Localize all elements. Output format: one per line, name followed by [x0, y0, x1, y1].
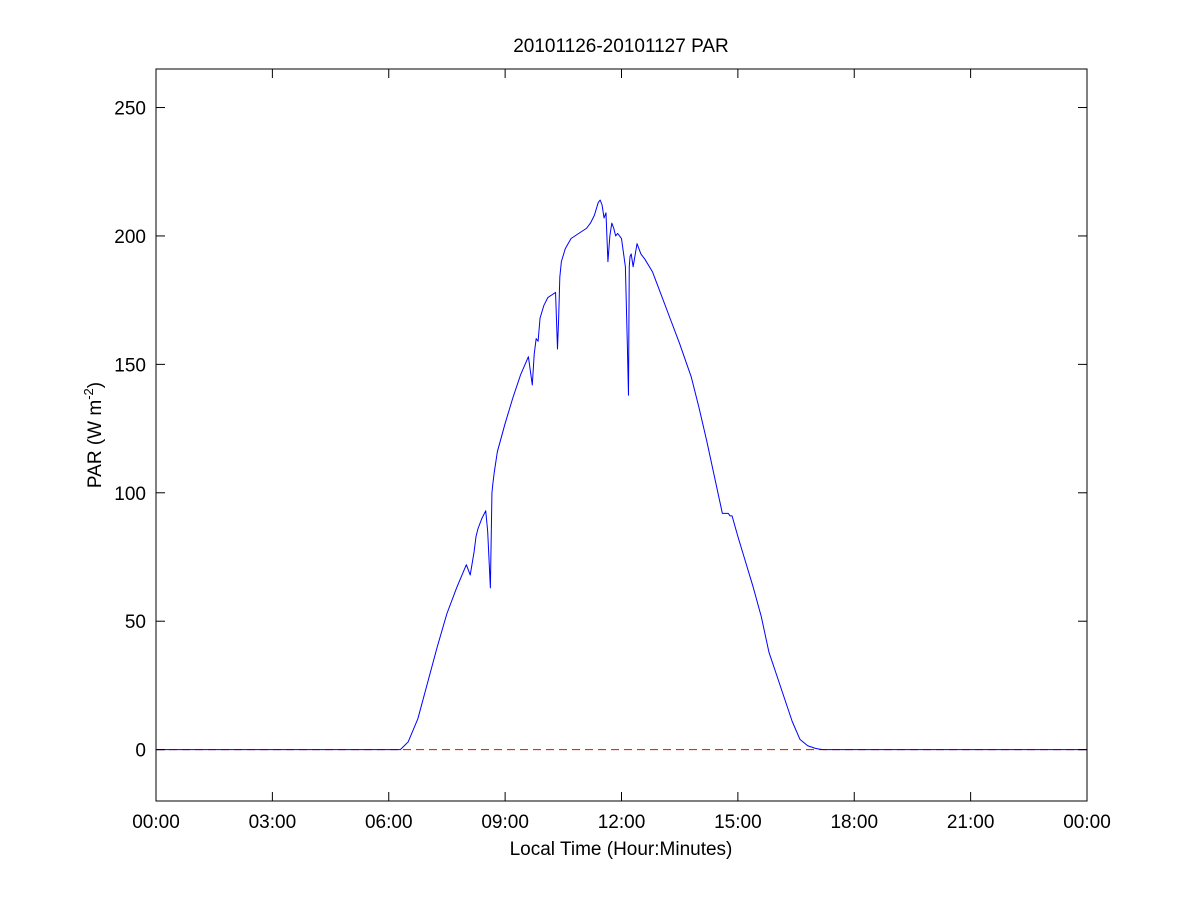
x-tick-label-0: 00:00	[132, 812, 180, 833]
x-tick-label-7: 21:00	[947, 812, 995, 833]
x-tick-label-5: 15:00	[714, 812, 762, 833]
y-tick-label-4: 200	[114, 227, 146, 248]
x-axis-title: Local Time (Hour:Minutes)	[510, 839, 733, 860]
y-tick-label-5: 250	[114, 99, 146, 120]
y-axis-title-superscript: -2	[81, 388, 96, 400]
y-axis-title: PAR (W m-2)	[81, 382, 106, 488]
x-tick-label-3: 09:00	[481, 812, 529, 833]
y-axis-title-main: PAR (W m	[85, 400, 106, 488]
series-layer	[156, 199, 1087, 751]
y-tick-label-3: 150	[114, 355, 146, 376]
y-tick-label-2: 100	[114, 484, 146, 505]
x-tick-label-1: 03:00	[249, 812, 297, 833]
y-tick-label-0: 0	[135, 741, 146, 762]
series-line-0	[156, 199, 1087, 751]
chart-title: 20101126-20101127 PAR	[513, 36, 729, 57]
x-tick-label-8: 00:00	[1063, 812, 1111, 833]
tick-layer	[155, 69, 1088, 801]
tick-label-layer: 00:00 03:00 06:00 09:00 12:00 15:00 18:00 21:00…	[114, 99, 1110, 833]
x-tick-label-2: 06:00	[365, 812, 413, 833]
y-tick-label-1: 50	[125, 612, 146, 633]
x-tick-label-4: 12:00	[598, 812, 646, 833]
plot-area	[155, 68, 1088, 802]
y-axis-title-suffix: )	[85, 382, 106, 388]
x-tick-label-6: 18:00	[830, 812, 878, 833]
